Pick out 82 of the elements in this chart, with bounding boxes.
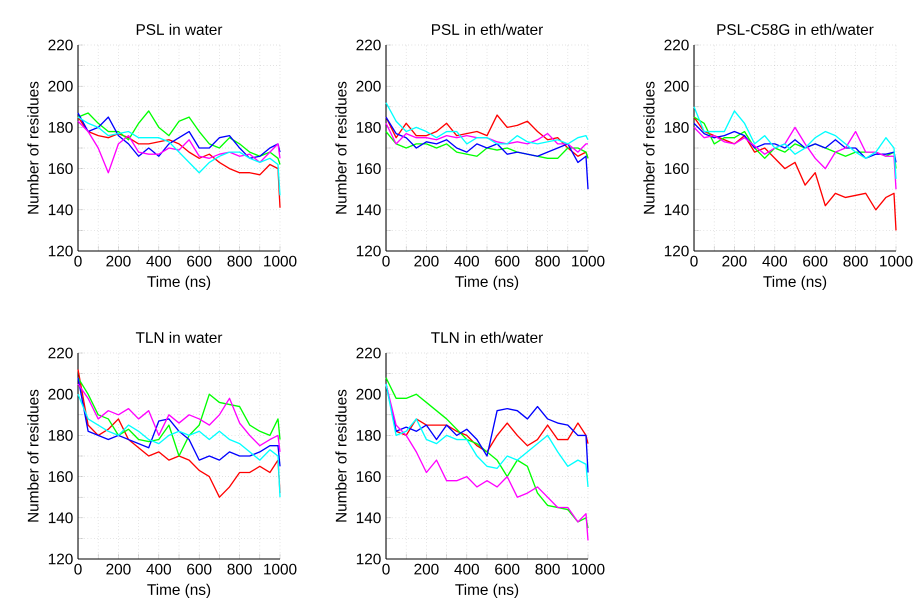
x-tick-label: 200: [414, 256, 439, 267]
x-tick-label: 1000: [880, 256, 912, 267]
y-tick-label: 200: [664, 80, 689, 92]
y-tick-label: 220: [356, 40, 381, 50]
y-tick-label: 200: [356, 80, 381, 92]
x-tick-label: 0: [382, 564, 390, 575]
y-tick-label: 160: [356, 163, 381, 174]
y-tick-label: 120: [356, 554, 381, 564]
y-tick-label: 200: [48, 80, 73, 92]
x-axis-title: Time (ns): [763, 276, 826, 290]
y-tick-label: 140: [48, 204, 73, 216]
y-axis-title: Number of residues: [643, 82, 655, 214]
x-tick-label: 400: [454, 564, 479, 575]
y-tick-label: 160: [48, 471, 73, 482]
y-tick-label: 180: [48, 430, 73, 441]
y-tick-label: 120: [48, 246, 73, 256]
x-tick-label: 400: [146, 564, 171, 575]
x-tick-label: 600: [187, 564, 212, 575]
y-axis-title: Number of residues: [335, 390, 347, 522]
y-tick-label: 220: [664, 40, 689, 50]
y-tick-label: 160: [664, 163, 689, 174]
x-axis-title: Time (ns): [147, 584, 210, 598]
y-tick-label: 180: [664, 122, 689, 133]
chart-title: TLN in water: [136, 332, 222, 343]
x-tick-label: 0: [74, 564, 82, 575]
line-series: [77, 120, 281, 174]
x-tick-label: 0: [690, 256, 698, 267]
x-tick-label: 1000: [572, 564, 604, 575]
x-tick-label: 1000: [264, 256, 296, 267]
y-tick-label: 120: [48, 554, 73, 564]
chart-title: PSL in water: [136, 24, 222, 35]
y-tick-label: 140: [356, 512, 381, 524]
y-tick-label: 220: [356, 348, 381, 358]
x-tick-label: 1000: [264, 564, 296, 575]
x-tick-label: 800: [843, 256, 868, 267]
x-tick-label: 600: [187, 256, 212, 267]
x-tick-label: 200: [414, 564, 439, 575]
y-tick-label: 180: [356, 122, 381, 133]
x-tick-label: 600: [495, 564, 520, 575]
y-axis-title: Number of residues: [27, 390, 39, 522]
y-axis-title: Number of residues: [335, 82, 347, 214]
y-tick-label: 180: [356, 430, 381, 441]
y-tick-label: 120: [356, 246, 381, 256]
y-tick-label: 220: [48, 40, 73, 50]
y-tick-label: 160: [356, 471, 381, 482]
x-tick-label: 200: [722, 256, 747, 267]
x-tick-label: 400: [762, 256, 787, 267]
y-tick-label: 140: [664, 204, 689, 216]
x-tick-label: 0: [382, 256, 390, 267]
x-tick-label: 400: [454, 256, 479, 267]
y-tick-label: 200: [48, 388, 73, 400]
line-series: [77, 368, 281, 498]
chart-title: PSL-C58G in eth/water: [717, 24, 874, 35]
x-axis-title: Time (ns): [455, 276, 518, 290]
x-tick-label: 400: [146, 256, 171, 267]
y-tick-label: 120: [664, 246, 689, 256]
y-axis-title: Number of residues: [27, 82, 39, 214]
x-tick-label: 200: [106, 256, 131, 267]
line-series: [693, 126, 897, 190]
x-tick-label: 0: [74, 256, 82, 267]
y-tick-label: 140: [48, 512, 73, 524]
line-series: [77, 110, 281, 166]
x-tick-label: 1000: [572, 256, 604, 267]
y-tick-label: 140: [356, 204, 381, 216]
y-tick-label: 220: [48, 348, 73, 358]
line-series: [77, 112, 281, 159]
x-tick-label: 800: [227, 256, 252, 267]
line-series: [693, 122, 897, 164]
chart-title: TLN in eth/water: [431, 332, 543, 343]
y-tick-label: 200: [356, 388, 381, 400]
x-tick-label: 600: [495, 256, 520, 267]
x-tick-label: 800: [535, 256, 560, 267]
x-tick-label: 800: [227, 564, 252, 575]
chart-title: PSL in eth/water: [432, 24, 543, 35]
x-tick-label: 600: [803, 256, 828, 267]
y-tick-label: 180: [48, 122, 73, 133]
line-series: [385, 122, 589, 153]
x-tick-label: 200: [106, 564, 131, 575]
x-tick-label: 800: [535, 564, 560, 575]
x-axis-title: Time (ns): [455, 584, 518, 598]
y-tick-label: 160: [48, 163, 73, 174]
x-axis-title: Time (ns): [147, 276, 210, 290]
